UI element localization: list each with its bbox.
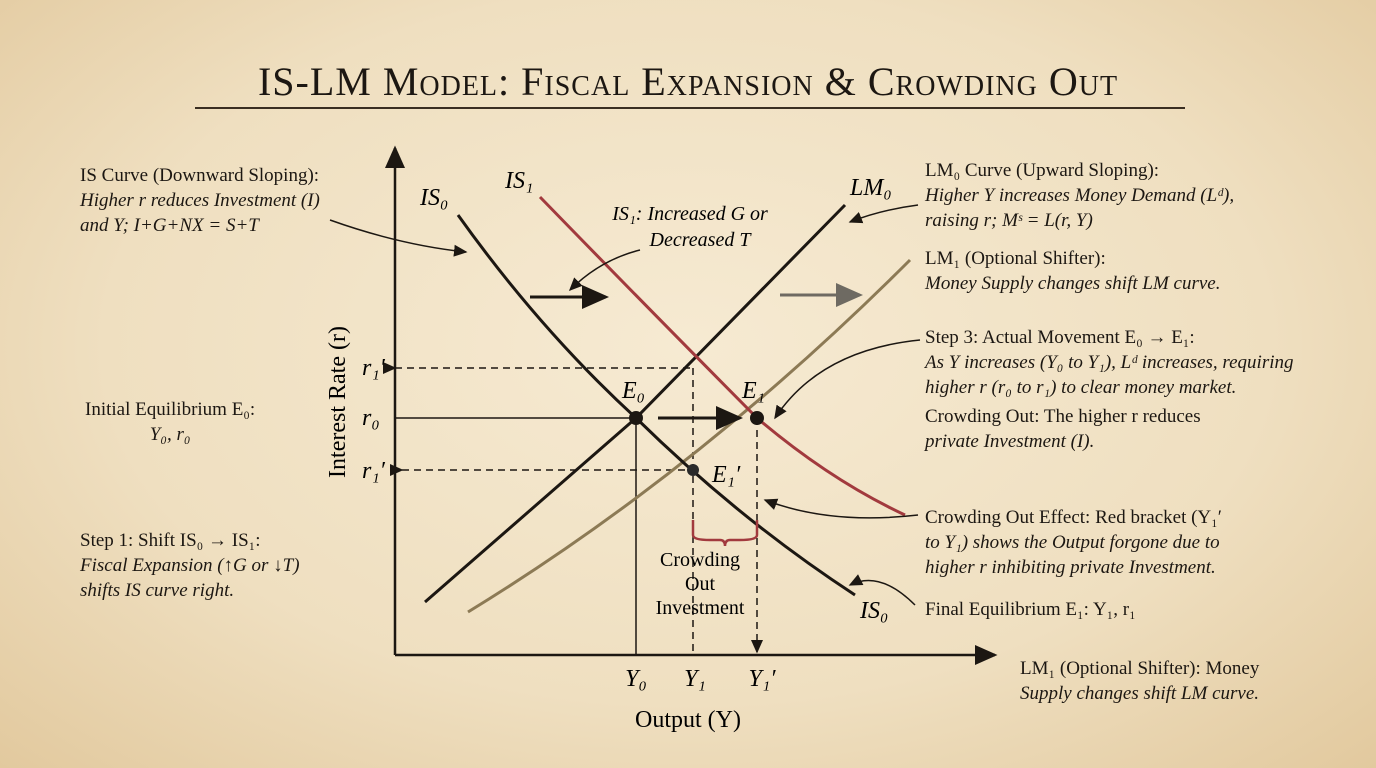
callout xyxy=(774,339,921,420)
point-e0 xyxy=(629,411,643,425)
note: LM₁ (Optional Shifter): Money Supply cha… xyxy=(925,246,1220,296)
tick-label: r₁′ xyxy=(362,355,386,381)
callout xyxy=(763,498,919,519)
note-line: Higher Y increases Money Demand (Lᵈ), xyxy=(925,185,1235,206)
note-line: to Y₁) shows the Output forgone due to xyxy=(925,532,1220,553)
note-line: Y₀, r₀ xyxy=(149,424,191,445)
note: Crowding Out: The higher r reduces priva… xyxy=(925,404,1201,454)
lm1-curve xyxy=(467,258,912,614)
note-line: Supply changes shift LM curve. xyxy=(1020,683,1260,704)
note: Step 1: Shift IS₀ → IS₁: Fiscal Expansio… xyxy=(80,528,300,603)
note-line: higher r inhibiting private Investment. xyxy=(925,557,1216,578)
tick-label: r₁′ xyxy=(362,458,386,484)
tick-label: r₀ xyxy=(362,405,380,431)
note-line: higher r (r₀ to r₁) to clear money marke… xyxy=(925,377,1237,398)
note-line: shifts IS curve right. xyxy=(80,580,235,601)
curve-label: IS₁ xyxy=(504,168,533,194)
note-line: IS Curve (Downward Sloping): xyxy=(80,165,320,186)
note: Crowding Out Effect: Red bracket (Y₁′ to… xyxy=(925,505,1222,580)
note-line: raising r; Mˢ = L(r, Y) xyxy=(925,210,1093,231)
note-line: LM₀ Curve (Upward Sloping): xyxy=(925,160,1160,181)
tick-label: Y₁ xyxy=(684,666,706,692)
annotation: Crowding xyxy=(660,549,740,571)
point-e1-prime xyxy=(687,464,699,476)
note: Step 3: Actual Movement E₀ → E₁: As Y in… xyxy=(925,325,1294,400)
point-label: E₀ xyxy=(621,378,645,404)
note: LM₁ (Optional Shifter): Money Supply cha… xyxy=(1020,656,1259,706)
callout xyxy=(329,219,468,257)
point-e1 xyxy=(750,411,764,425)
annotation: IS₁: Increased G or xyxy=(611,203,768,225)
x-axis-label: Output (Y) xyxy=(635,707,741,733)
curve-label: IS₀ xyxy=(859,598,888,624)
annotation: Decreased T xyxy=(649,229,753,251)
tick-label: Y₀ xyxy=(625,666,647,692)
note-line: and Y; I+G+NX = S+T xyxy=(80,215,259,236)
title: IS-LM Model: Fiscal Expansion & Crowding… xyxy=(257,59,1119,104)
annotation: Investment xyxy=(656,597,745,619)
note-line: LM₁ (Optional Shifter): xyxy=(925,248,1106,269)
note: IS Curve (Downward Sloping): Higher r re… xyxy=(80,163,320,238)
note-line: Step 1: Shift IS₀ → IS₁: xyxy=(80,530,261,551)
note: LM₀ Curve (Upward Sloping): Higher Y inc… xyxy=(925,158,1234,233)
callout xyxy=(568,249,641,292)
tick-label: Y₁′ xyxy=(749,666,777,692)
point-label: E₁ xyxy=(741,378,765,404)
note-line: Final Equilibrium E₁: Y₁, r₁ xyxy=(925,599,1136,620)
note-line: Money Supply changes shift LM curve. xyxy=(925,273,1221,294)
note-line: Higher r reduces Investment (I) xyxy=(80,190,320,211)
note-line: Fiscal Expansion (↑G or ↓T) xyxy=(80,555,300,576)
point-label: E₁′ xyxy=(711,462,741,488)
note-line: Initial Equilibrium E₀: xyxy=(85,399,256,420)
note-line: As Y increases (Y₀ to Y₁), Lᵈ increases,… xyxy=(925,352,1294,373)
note-line: private Investment (I). xyxy=(925,431,1095,452)
note-line: Step 3: Actual Movement E₀ → E₁: xyxy=(925,327,1195,348)
curve-label: IS₀ xyxy=(419,185,448,211)
curve-label: LM₀ xyxy=(849,175,892,201)
is1-curve xyxy=(538,195,906,517)
guides xyxy=(383,362,763,655)
callouts xyxy=(329,204,921,606)
callout xyxy=(848,204,919,224)
y-axis-label: Interest Rate (r) xyxy=(325,326,351,478)
callout xyxy=(848,574,916,606)
annotation: Out xyxy=(685,573,715,595)
note: Final Equilibrium E₁: Y₁, r₁ xyxy=(925,597,1136,622)
note-line: Crowding Out: The higher r reduces xyxy=(925,406,1201,427)
note-line: LM₁ (Optional Shifter): Money xyxy=(1020,658,1260,679)
note-line: Crowding Out Effect: Red bracket (Y₁′ xyxy=(925,507,1222,528)
crowding-bracket xyxy=(691,520,759,547)
is0-curve xyxy=(456,214,856,597)
note: Initial Equilibrium E₀: Y₀, r₀ xyxy=(85,397,255,447)
